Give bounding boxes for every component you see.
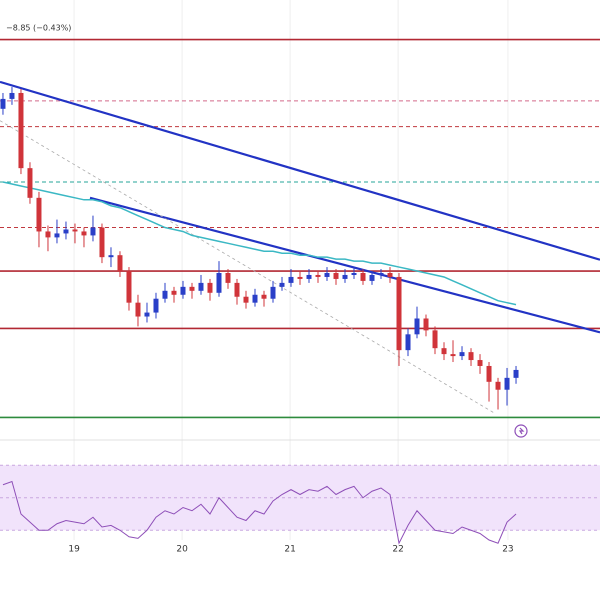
candle-body xyxy=(261,294,267,299)
candle-body xyxy=(108,255,114,258)
candle-body xyxy=(144,312,150,317)
candle-body xyxy=(513,369,519,378)
candle-body xyxy=(189,286,195,291)
moving-average xyxy=(2,181,517,306)
candle-body xyxy=(459,352,465,357)
candle-body xyxy=(486,365,492,382)
candle-body xyxy=(315,274,321,277)
candle-body xyxy=(54,233,60,238)
candle-body xyxy=(153,298,159,313)
candle-body xyxy=(198,282,204,291)
candle-body xyxy=(423,318,429,331)
candle-body xyxy=(81,231,87,236)
candle-body xyxy=(225,273,231,283)
candle-body xyxy=(441,348,447,355)
x-tick-label: 20 xyxy=(176,545,188,555)
x-tick-label: 23 xyxy=(502,545,513,555)
rsi-line xyxy=(2,480,517,545)
candle-body xyxy=(360,273,366,281)
candle-body xyxy=(27,168,33,198)
candle-body xyxy=(99,227,105,258)
candle-body xyxy=(171,290,177,295)
replay-icon[interactable] xyxy=(514,424,528,438)
candle-body xyxy=(270,286,276,299)
grid xyxy=(73,0,509,540)
candle-body xyxy=(324,273,330,277)
candle-body xyxy=(495,381,501,390)
candle-body xyxy=(504,377,510,390)
candle-body xyxy=(180,286,186,295)
candle-body xyxy=(414,318,420,335)
candle-body xyxy=(279,282,285,287)
candle-body xyxy=(216,273,222,293)
price-change: −8.85 (−0.43%) xyxy=(6,24,71,33)
candle-body xyxy=(396,276,402,351)
candle-body xyxy=(405,334,411,351)
price-pane xyxy=(0,38,600,419)
candle-body xyxy=(18,92,24,169)
candle-body xyxy=(9,92,15,99)
candle-body xyxy=(126,271,132,303)
x-tick-label: 22 xyxy=(392,545,403,555)
rsi-pane xyxy=(0,464,600,545)
candle-body xyxy=(450,354,456,357)
candle-body xyxy=(45,231,51,238)
x-tick-label: 21 xyxy=(284,545,295,555)
x-tick-label: 19 xyxy=(68,545,80,555)
candle-body xyxy=(90,227,96,236)
candle-body xyxy=(468,352,474,361)
candle-body xyxy=(369,274,375,281)
x-axis: 19 20 21 22 23 xyxy=(68,545,513,555)
candle-body xyxy=(0,98,6,109)
candle-body xyxy=(297,276,303,279)
trend-line xyxy=(89,196,600,334)
candle-body xyxy=(333,273,339,279)
candle-body xyxy=(36,197,42,232)
candle-body xyxy=(288,276,294,283)
candle-body xyxy=(252,294,258,303)
candle-body xyxy=(378,273,384,275)
candle-body xyxy=(162,290,168,299)
trend-line xyxy=(0,80,600,261)
candle-body xyxy=(63,229,69,234)
candle-body xyxy=(306,274,312,279)
candle-body xyxy=(243,296,249,303)
candle-body xyxy=(135,302,141,317)
candle-body xyxy=(117,255,123,272)
candle-body xyxy=(477,360,483,366)
candle-body xyxy=(342,274,348,279)
candle-body xyxy=(72,229,78,232)
candle-body xyxy=(432,330,438,349)
candle-body xyxy=(234,282,240,297)
candle-body xyxy=(207,282,213,293)
candle-body xyxy=(351,273,357,275)
candle-body xyxy=(387,273,393,277)
